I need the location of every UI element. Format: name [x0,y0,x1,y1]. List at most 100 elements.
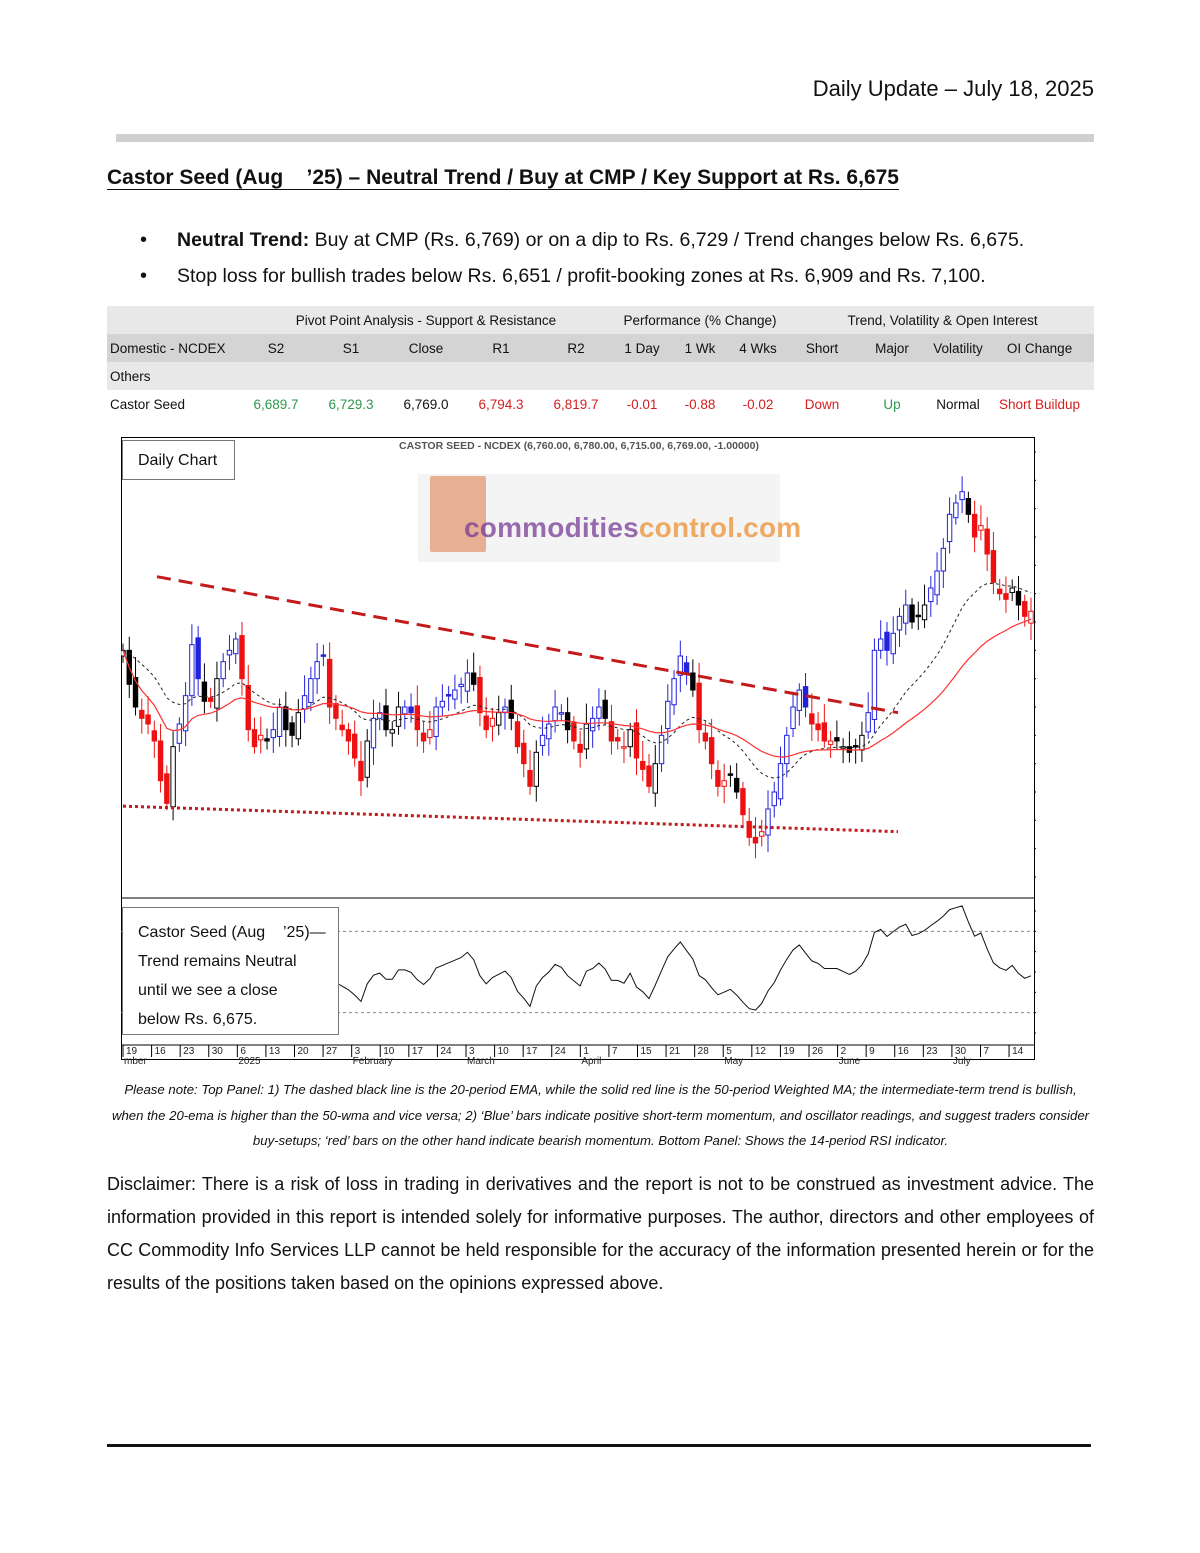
candle-body [865,712,871,733]
candle-body [539,734,546,747]
table-group-header: Pivot Point Analysis - Support & Resista… [107,306,1095,334]
candle-body [815,723,821,731]
date-tick-label: 16 [898,1046,910,1057]
key-point-1: Neutral Trend: Buy at CMP (Rs. 6,769) or… [140,222,1100,258]
candle-body [834,737,840,742]
candle-body [414,705,421,731]
col-1day: 1 Day [609,334,675,362]
candle-body [326,658,333,708]
date-tick-label: 9 [869,1046,875,1057]
candle-body [990,550,997,583]
date-tick-label: 3 [355,1046,361,1057]
cell-volatility: Normal [931,390,986,418]
candle-body [784,734,790,765]
candle-body [746,820,752,838]
candle-body [959,491,965,501]
candle-body [452,689,458,700]
daily-chart-label: Daily Chart [122,440,235,480]
candle-body [658,734,665,765]
candle-body [733,777,740,793]
key-point-1-label: Neutral Trend: [177,229,310,251]
date-tick-label: 19 [783,1046,795,1057]
candle-body [489,717,496,727]
report-headline: Castor Seed (Aug ’25) – Neutral Trend / … [107,166,899,189]
col-4wks: 4 Wks [725,334,792,362]
candle-body [164,773,170,804]
date-tick-label: 3 [469,1046,475,1057]
candle-body [821,722,828,742]
candle-body [408,706,414,714]
candle-body [677,655,684,676]
candle-body [915,614,921,618]
date-tick-label: 23 [926,1046,938,1057]
candle-body [859,734,865,751]
date-tick-label: 20 [297,1046,309,1057]
cell-s1: 6,729.3 [309,390,393,418]
candle-body [207,697,214,702]
candle-body [696,682,702,731]
date-tick-label: 6 [240,1046,246,1057]
date-tick-label: 1 [583,1046,589,1057]
date-tick-label: 17 [412,1046,424,1057]
candles-group [121,476,1034,859]
candle-body [420,732,427,742]
watermark-text: commoditiescontrol.com [464,512,801,544]
candle-body [276,706,283,737]
candle-body [903,604,909,624]
cell-1day: -0.01 [609,390,675,418]
date-tick-label: 21 [669,1046,681,1057]
date-tick-label: 12 [755,1046,767,1057]
candle-body [458,683,464,688]
candle-body [571,722,577,742]
candle-body [934,570,940,596]
candle-body [996,588,1003,595]
candle-body [145,714,151,725]
candle-body [439,700,446,708]
candle-body [796,689,803,711]
candle-body [552,706,558,722]
col-r2: R2 [543,334,609,362]
candle-body [702,732,709,742]
candle-body [965,497,972,515]
candle-body [402,706,408,715]
cell-r1: 6,794.3 [459,390,543,418]
candle-body [239,635,245,680]
date-tick-label: 7 [983,1046,989,1057]
month-label: mber [124,1056,147,1067]
candle-body [827,740,834,745]
key-point-2-text: Stop loss for bullish trades below Rs. 6… [177,265,986,287]
date-tick-label: 30 [955,1046,967,1057]
candle-body [971,513,978,538]
col-r1: R1 [459,334,543,362]
watermark: commoditiescontrol.com [418,474,801,562]
date-tick-label: 10 [383,1046,395,1057]
candle-body [314,661,320,680]
candle-body [264,738,270,742]
footer-divider [107,1444,1091,1447]
candle-body [652,763,658,794]
col-s2: S2 [243,334,309,362]
col-major: Major [853,334,932,362]
candle-body [953,502,959,519]
chart-notes: Please note: Top Panel: 1) The dashed bl… [111,1082,1090,1148]
candle-body [483,715,489,731]
group-performance: Performance (% Change) [609,306,792,334]
candle-body [220,661,226,680]
candle-body [558,712,565,715]
candle-body [708,737,715,765]
candle-body [351,733,358,759]
date-tick-label: 15 [640,1046,652,1057]
date-tick-label: 7 [612,1046,618,1057]
candle-body [765,808,771,836]
group-pivot: Pivot Point Analysis - Support & Resista… [243,306,609,334]
disclaimer: Disclaimer: There is a risk of loss in t… [107,1174,1094,1293]
candle-body [940,547,947,572]
candle-body [771,791,777,807]
date-tick-label: 2 [841,1046,847,1057]
candle-body [1022,601,1028,617]
candle-body [615,737,621,742]
candle-body [671,678,677,706]
candle-body [470,672,477,685]
candle-body [258,734,264,741]
cell-r2: 6,819.7 [543,390,609,418]
